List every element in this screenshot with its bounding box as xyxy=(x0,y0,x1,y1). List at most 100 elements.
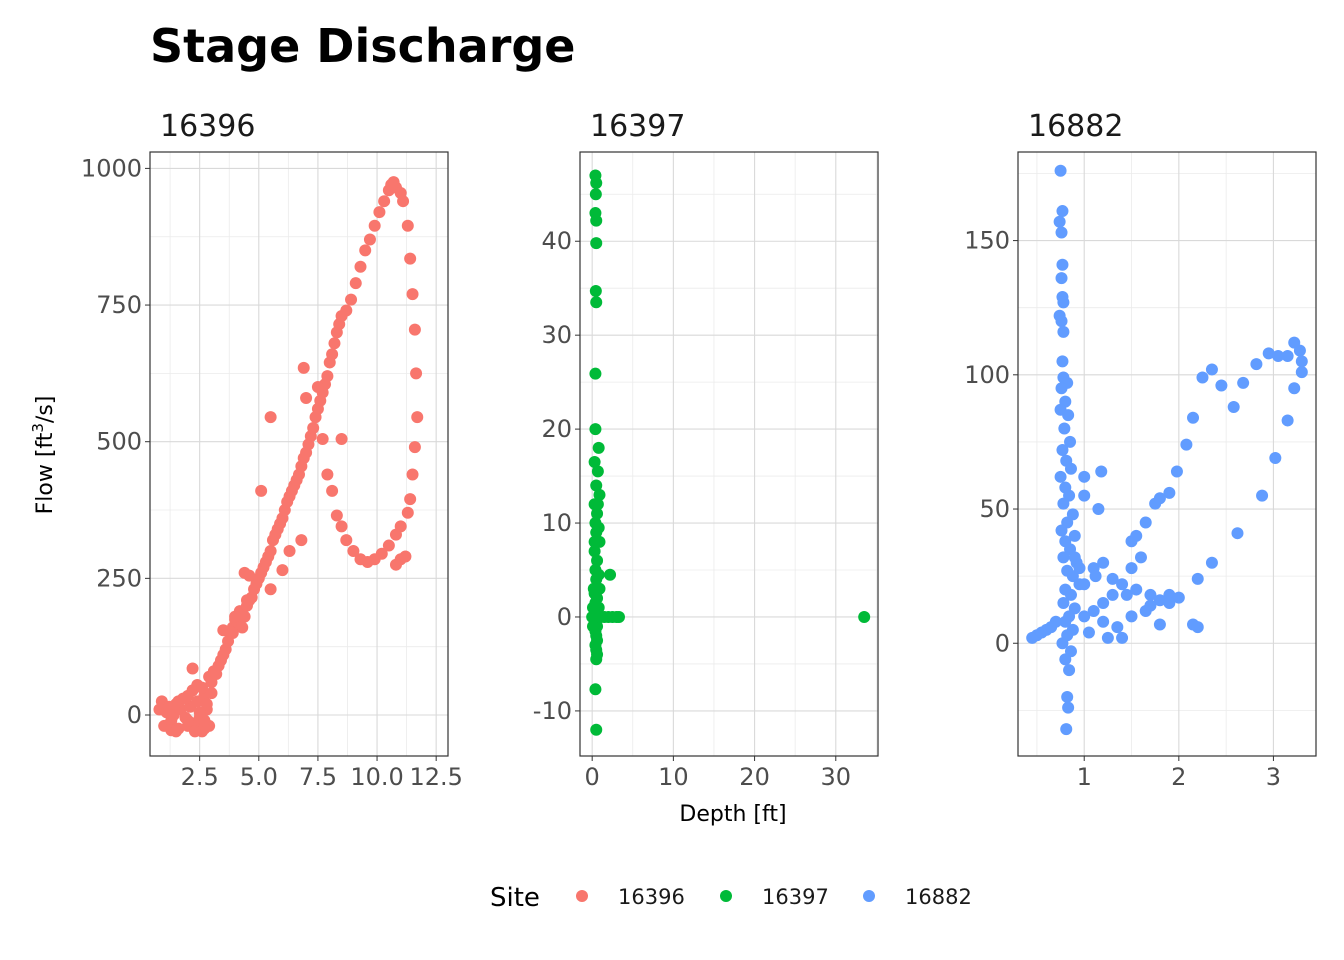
data-point xyxy=(1062,409,1075,422)
data-point xyxy=(243,569,256,582)
data-point xyxy=(1092,503,1105,516)
data-point xyxy=(1191,572,1204,585)
data-point xyxy=(1256,489,1269,502)
data-point xyxy=(1134,551,1147,564)
data-point xyxy=(1056,355,1069,368)
y-tick-label: 20 xyxy=(541,415,572,443)
legend-key xyxy=(720,890,732,902)
data-point xyxy=(1116,578,1129,591)
x-tick-label: 30 xyxy=(821,763,852,791)
y-axis-title: Flow [ft3/s] xyxy=(29,396,58,515)
y-tick-label: 40 xyxy=(541,227,572,255)
data-point xyxy=(354,260,367,273)
data-point xyxy=(591,498,604,511)
data-point xyxy=(592,441,605,454)
y-tick-label: 0 xyxy=(995,629,1010,657)
y-tick-label: -10 xyxy=(533,697,572,725)
data-point xyxy=(264,583,277,596)
legend-key xyxy=(863,890,875,902)
data-point xyxy=(591,507,604,520)
data-point xyxy=(1054,164,1067,177)
data-point xyxy=(321,468,334,481)
panel-16397: 16397 0 10 20 30 -10 0 10 20 30 40 xyxy=(533,109,879,791)
data-point xyxy=(1187,411,1200,424)
data-point xyxy=(1139,605,1152,618)
series-16396 xyxy=(153,176,424,738)
data-point xyxy=(1053,215,1066,228)
data-point xyxy=(389,528,402,541)
data-point xyxy=(347,545,360,558)
x-tick-label: 3 xyxy=(1266,763,1281,791)
data-point xyxy=(1056,258,1069,271)
data-point xyxy=(368,219,381,232)
data-point xyxy=(1153,594,1166,607)
data-point xyxy=(1087,605,1100,618)
data-point xyxy=(1064,462,1077,475)
data-point xyxy=(363,233,376,246)
data-point xyxy=(1281,350,1294,363)
data-point xyxy=(1055,315,1068,328)
data-point xyxy=(1250,358,1263,371)
data-point xyxy=(1078,470,1091,483)
data-point xyxy=(373,206,386,219)
series-16397 xyxy=(586,169,871,736)
data-point xyxy=(591,465,604,478)
data-point xyxy=(612,610,625,623)
data-point xyxy=(1057,551,1070,564)
data-point xyxy=(590,237,603,250)
data-point xyxy=(205,687,218,700)
legend-key xyxy=(576,890,588,902)
legend-item-16882: 16882 xyxy=(863,885,972,909)
data-point xyxy=(589,285,602,298)
data-point xyxy=(1097,556,1110,569)
data-point xyxy=(1295,366,1308,379)
y-tick-label: 50 xyxy=(979,495,1010,523)
data-point xyxy=(295,534,308,547)
data-point xyxy=(283,545,296,558)
data-point xyxy=(1106,572,1119,585)
panel-16396: 16396 2.5 5.0 7.5 10.0 12.5 0 250 500 750 1000 xyxy=(81,109,463,791)
data-point xyxy=(1060,723,1073,736)
data-point xyxy=(1231,527,1244,540)
data-point xyxy=(1293,344,1306,357)
data-point xyxy=(411,411,424,424)
data-point xyxy=(193,706,206,719)
y-axis-title-superscript: 3 xyxy=(29,423,47,433)
data-point xyxy=(1269,452,1282,465)
data-point xyxy=(401,506,414,519)
data-point xyxy=(1196,371,1209,384)
y-tick-label: 750 xyxy=(96,291,142,319)
data-point xyxy=(186,662,199,675)
y-tick-label: 150 xyxy=(964,227,1010,255)
data-point xyxy=(604,568,617,581)
data-point xyxy=(354,553,367,566)
data-point xyxy=(1078,489,1091,502)
data-point xyxy=(1057,596,1070,609)
y-tick-label: 1000 xyxy=(81,154,142,182)
legend-label: 16882 xyxy=(905,885,972,909)
data-point xyxy=(590,723,603,736)
data-point xyxy=(1215,379,1228,392)
data-point xyxy=(200,698,213,711)
data-point xyxy=(1205,556,1218,569)
data-point xyxy=(1227,401,1240,414)
data-point xyxy=(255,484,268,497)
data-point xyxy=(196,681,209,694)
data-point xyxy=(404,252,417,265)
data-point xyxy=(590,296,603,309)
y-tick-label: 10 xyxy=(541,509,572,537)
data-point xyxy=(1082,626,1095,639)
legend-label: 16396 xyxy=(618,885,685,909)
x-tick-label: 10 xyxy=(658,763,689,791)
data-point xyxy=(1116,631,1129,644)
data-point xyxy=(1068,551,1081,564)
data-point xyxy=(588,455,601,468)
x-axis-title: Depth [ft] xyxy=(679,802,786,827)
data-point xyxy=(590,653,603,666)
data-point xyxy=(408,441,421,454)
data-point xyxy=(1153,618,1166,631)
data-point xyxy=(226,627,239,640)
panel-title: 16882 xyxy=(1028,109,1123,144)
data-point xyxy=(1078,578,1091,591)
